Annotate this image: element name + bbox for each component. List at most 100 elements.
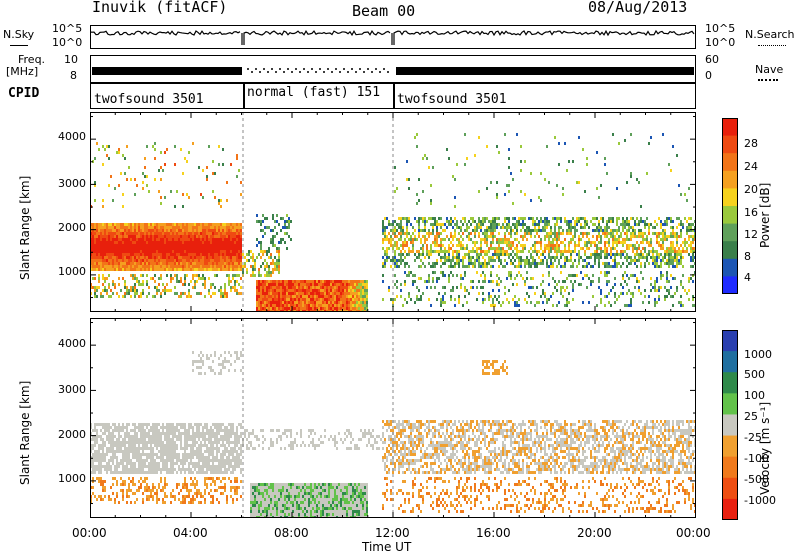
power-cell bbox=[672, 277, 674, 280]
power-cell bbox=[204, 232, 206, 235]
power-cell bbox=[102, 235, 104, 238]
power-cell bbox=[464, 163, 466, 166]
power-cell bbox=[308, 304, 310, 307]
power-cell bbox=[534, 259, 536, 262]
power-cell bbox=[626, 253, 628, 256]
power-cell bbox=[212, 283, 214, 286]
power-cell bbox=[496, 181, 498, 184]
power-cell bbox=[396, 265, 398, 268]
power-cell bbox=[256, 256, 258, 259]
power-cell bbox=[496, 223, 498, 226]
power-cell bbox=[604, 229, 606, 232]
nsearch-tick-low: 10^0 bbox=[705, 36, 736, 49]
power-cell bbox=[390, 229, 392, 232]
power-cell bbox=[542, 250, 544, 253]
velocity-cell bbox=[138, 450, 140, 453]
power-cell bbox=[472, 262, 474, 265]
power-cell bbox=[548, 238, 550, 241]
power-cell bbox=[656, 289, 658, 292]
power-cell bbox=[122, 232, 124, 235]
power-cell bbox=[326, 307, 328, 310]
power-cell bbox=[484, 220, 486, 223]
power-cell bbox=[158, 190, 160, 193]
power-cell bbox=[122, 193, 124, 196]
power-cell bbox=[600, 235, 602, 238]
power-cell bbox=[198, 241, 200, 244]
velocity-cell bbox=[102, 486, 104, 489]
velocity-cell bbox=[140, 486, 142, 489]
power-cell bbox=[208, 232, 210, 235]
power-cell bbox=[472, 250, 474, 253]
power-cell bbox=[108, 295, 110, 298]
velocity-cell bbox=[134, 453, 136, 456]
power-cell bbox=[176, 262, 178, 265]
power-cell bbox=[666, 235, 668, 238]
power-cell bbox=[556, 265, 558, 268]
power-cell bbox=[190, 262, 192, 265]
power-cell bbox=[114, 229, 116, 232]
power-cell bbox=[654, 226, 656, 229]
power-cell bbox=[484, 229, 486, 232]
power-cell bbox=[614, 238, 616, 241]
power-cell bbox=[506, 184, 508, 187]
power-cell bbox=[240, 256, 242, 259]
power-cell bbox=[632, 226, 634, 229]
power-cell bbox=[262, 262, 264, 265]
power-cell bbox=[492, 253, 494, 256]
velocity-cell bbox=[110, 438, 112, 441]
velocity-cell bbox=[94, 429, 96, 432]
power-cell bbox=[280, 307, 282, 310]
power-cell bbox=[188, 196, 190, 199]
power-cell bbox=[500, 250, 502, 253]
power-cell bbox=[232, 286, 234, 289]
power-cell bbox=[548, 232, 550, 235]
power-cell bbox=[300, 292, 302, 295]
power-cell bbox=[438, 253, 440, 256]
power-cell bbox=[468, 235, 470, 238]
power-cell bbox=[584, 220, 586, 223]
power-cell bbox=[576, 229, 578, 232]
power-cell bbox=[198, 268, 200, 271]
power-cell bbox=[190, 265, 192, 268]
power-cell bbox=[310, 298, 312, 301]
power-cell bbox=[600, 289, 602, 292]
power-cell bbox=[196, 244, 198, 247]
power-cell bbox=[390, 241, 392, 244]
power-cell bbox=[344, 307, 346, 310]
power-cell bbox=[612, 265, 614, 268]
velocity-cell bbox=[110, 471, 112, 474]
power-cell bbox=[322, 283, 324, 286]
velocity-cell bbox=[134, 435, 136, 438]
power-cell bbox=[232, 259, 234, 262]
power-cell bbox=[106, 292, 108, 295]
power-cell bbox=[240, 259, 242, 262]
power-cell bbox=[568, 241, 570, 244]
power-cell bbox=[268, 304, 270, 307]
power-cell bbox=[488, 247, 490, 250]
power-cell bbox=[212, 160, 214, 163]
power-cell bbox=[196, 280, 198, 283]
power-cell bbox=[540, 244, 542, 247]
power-cell bbox=[582, 148, 584, 151]
power-cell bbox=[278, 223, 280, 226]
power-cell bbox=[280, 301, 282, 304]
power-cell bbox=[156, 292, 158, 295]
velocity-cell bbox=[122, 471, 124, 474]
power-cell bbox=[102, 223, 104, 226]
power-cell bbox=[326, 286, 328, 289]
power-cell bbox=[482, 301, 484, 304]
power-cell bbox=[192, 247, 194, 250]
power-cell bbox=[362, 307, 364, 310]
power-cell bbox=[550, 247, 552, 250]
power-cell bbox=[236, 157, 238, 160]
power-cell bbox=[268, 301, 270, 304]
power-cell bbox=[322, 307, 324, 310]
power-cell bbox=[210, 226, 212, 229]
power-cell bbox=[174, 259, 176, 262]
velocity-cell bbox=[132, 483, 134, 486]
power-cell bbox=[640, 229, 642, 232]
power-cell bbox=[436, 298, 438, 301]
power-cell bbox=[160, 268, 162, 271]
velocity-cell bbox=[100, 447, 102, 450]
power-cell bbox=[160, 166, 162, 169]
